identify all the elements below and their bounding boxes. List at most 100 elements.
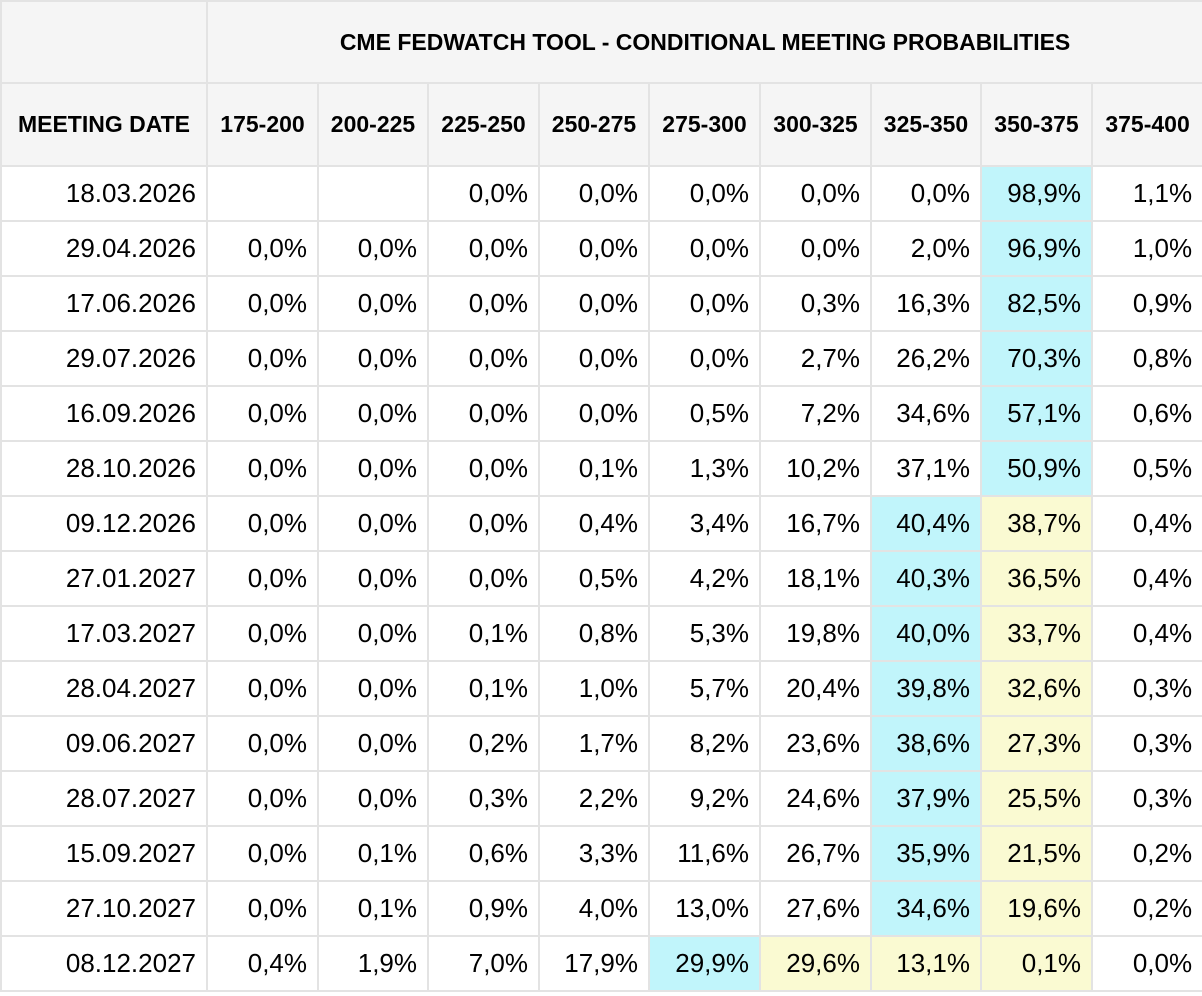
meeting-date-cell: 28.04.2027	[0, 660, 208, 717]
probability-cell: 0,0%	[427, 550, 540, 607]
probability-cell: 0,0%	[317, 550, 429, 607]
probability-cell: 35,9%	[870, 825, 982, 882]
table-row: 15.09.2027 0,0% 0,1% 0,6% 3,3% 11,6% 26,7% 35,9…	[0, 825, 1202, 882]
probability-cell: 19,6%	[980, 880, 1093, 937]
probability-cell: 0,0%	[206, 440, 319, 497]
probability-cell: 0,0%	[206, 495, 319, 552]
probability-cell: 38,7%	[980, 495, 1093, 552]
probability-cell: 26,2%	[870, 330, 982, 387]
probability-cell: 34,6%	[870, 385, 982, 442]
probability-cell: 38,6%	[870, 715, 982, 772]
meeting-date-cell: 28.07.2027	[0, 770, 208, 827]
column-header-range: 375-400	[1090, 82, 1202, 167]
probability-cell: 0,1%	[317, 880, 429, 937]
probability-cell: 0,0%	[206, 825, 319, 882]
probability-cell: 0,9%	[1090, 275, 1202, 332]
probability-cell: 5,7%	[648, 660, 761, 717]
probability-cell: 0,0%	[206, 275, 319, 332]
probability-cell: 98,9%	[980, 165, 1093, 222]
probability-cell: 34,6%	[870, 880, 982, 937]
probability-cell: 57,1%	[980, 385, 1093, 442]
meeting-date-cell: 17.03.2027	[0, 605, 208, 662]
probability-cell: 0,0%	[206, 770, 319, 827]
probability-cell: 0,0%	[206, 220, 319, 277]
probability-cell: 0,0%	[317, 275, 429, 332]
probability-cell: 0,9%	[427, 880, 540, 937]
probability-cell: 0,2%	[1090, 825, 1202, 882]
probability-cell: 70,3%	[980, 330, 1093, 387]
probability-cell: 0,0%	[317, 385, 429, 442]
column-header-row: MEETING DATE 175-200 200-225 225-250 250-275…	[0, 82, 1202, 167]
meeting-date-cell: 27.01.2027	[0, 550, 208, 607]
column-header-range: 325-350	[870, 82, 982, 167]
probability-cell	[317, 165, 429, 222]
probability-cell: 21,5%	[980, 825, 1093, 882]
probability-cell: 0,0%	[538, 385, 650, 442]
probability-cell: 0,3%	[1090, 770, 1202, 827]
probability-cell: 13,1%	[870, 935, 982, 992]
probability-cell: 1,1%	[1090, 165, 1202, 222]
table-row: 29.07.2026 0,0% 0,0% 0,0% 0,0% 0,0% 2,7% 26,2% 7…	[0, 330, 1202, 387]
probability-cell: 40,0%	[870, 605, 982, 662]
probability-cell: 0,0%	[759, 220, 872, 277]
probability-cell: 25,5%	[980, 770, 1093, 827]
meeting-date-cell: 18.03.2026	[0, 165, 208, 222]
table-row: 08.12.2027 0,4% 1,9% 7,0% 17,9% 29,9% 29,6% 13,…	[0, 935, 1202, 992]
probability-cell: 0,0%	[538, 275, 650, 332]
probability-cell: 0,0%	[206, 660, 319, 717]
probability-cell: 0,0%	[206, 880, 319, 937]
column-header-range: 275-300	[648, 82, 761, 167]
probability-cell: 39,8%	[870, 660, 982, 717]
probability-cell: 37,1%	[870, 440, 982, 497]
probability-cell: 24,6%	[759, 770, 872, 827]
probability-cell: 37,9%	[870, 770, 982, 827]
table-title: CME FEDWATCH TOOL - CONDITIONAL MEETING …	[205, 0, 1202, 84]
probability-cell: 0,0%	[427, 385, 540, 442]
probability-cell: 0,4%	[1090, 605, 1202, 662]
probability-cell: 36,5%	[980, 550, 1093, 607]
table-row: 09.12.2026 0,0% 0,0% 0,0% 0,4% 3,4% 16,7% 40,4%…	[0, 495, 1202, 552]
probability-cell: 2,2%	[538, 770, 650, 827]
probability-cell: 0,3%	[427, 770, 540, 827]
probability-cell: 40,3%	[870, 550, 982, 607]
probability-cell: 0,0%	[206, 550, 319, 607]
probability-cell: 0,0%	[538, 165, 650, 222]
probability-cell: 18,1%	[759, 550, 872, 607]
probability-cell	[206, 165, 319, 222]
probability-cell: 0,1%	[980, 935, 1093, 992]
probability-cell: 0,1%	[427, 660, 540, 717]
probability-cell: 32,6%	[980, 660, 1093, 717]
probability-cell: 0,0%	[206, 385, 319, 442]
probability-cell: 0,0%	[206, 330, 319, 387]
probability-cell: 33,7%	[980, 605, 1093, 662]
probability-cell: 0,0%	[427, 495, 540, 552]
table-row: 28.04.2027 0,0% 0,0% 0,1% 1,0% 5,7% 20,4% 39,8%…	[0, 660, 1202, 717]
probability-cell: 17,9%	[538, 935, 650, 992]
table-row: 16.09.2026 0,0% 0,0% 0,0% 0,0% 0,5% 7,2% 34,6% 5…	[0, 385, 1202, 442]
probability-cell: 0,0%	[317, 715, 429, 772]
probability-cell: 26,7%	[759, 825, 872, 882]
probability-cell: 0,1%	[538, 440, 650, 497]
title-row: CME FEDWATCH TOOL - CONDITIONAL MEETING …	[0, 0, 1202, 84]
probability-cell: 2,7%	[759, 330, 872, 387]
probability-cell: 1,3%	[648, 440, 761, 497]
table-row: 29.04.2026 0,0% 0,0% 0,0% 0,0% 0,0% 0,0% 2,0% 96…	[0, 220, 1202, 277]
probability-cell: 0,0%	[317, 770, 429, 827]
column-header-range: 225-250	[427, 82, 540, 167]
probability-cell: 0,5%	[1090, 440, 1202, 497]
table-row: 28.07.2027 0,0% 0,0% 0,3% 2,2% 9,2% 24,6% 37,9%…	[0, 770, 1202, 827]
probability-cell: 7,2%	[759, 385, 872, 442]
table-body: 18.03.2026 0,0% 0,0% 0,0% 0,0% 0,0% 98,9% 1,1% 2…	[0, 165, 1202, 992]
probability-cell: 0,1%	[427, 605, 540, 662]
table-row: 27.01.2027 0,0% 0,0% 0,0% 0,5% 4,2% 18,1% 40,3%…	[0, 550, 1202, 607]
probability-cell: 0,0%	[427, 275, 540, 332]
probability-cell: 4,2%	[648, 550, 761, 607]
probability-cell: 2,0%	[870, 220, 982, 277]
probability-cell: 1,0%	[1090, 220, 1202, 277]
column-header-range: 250-275	[538, 82, 650, 167]
probability-cell: 0,4%	[538, 495, 650, 552]
probability-cell: 3,4%	[648, 495, 761, 552]
meeting-date-cell: 29.04.2026	[0, 220, 208, 277]
probability-cell: 29,9%	[648, 935, 761, 992]
probability-cell: 0,0%	[206, 605, 319, 662]
